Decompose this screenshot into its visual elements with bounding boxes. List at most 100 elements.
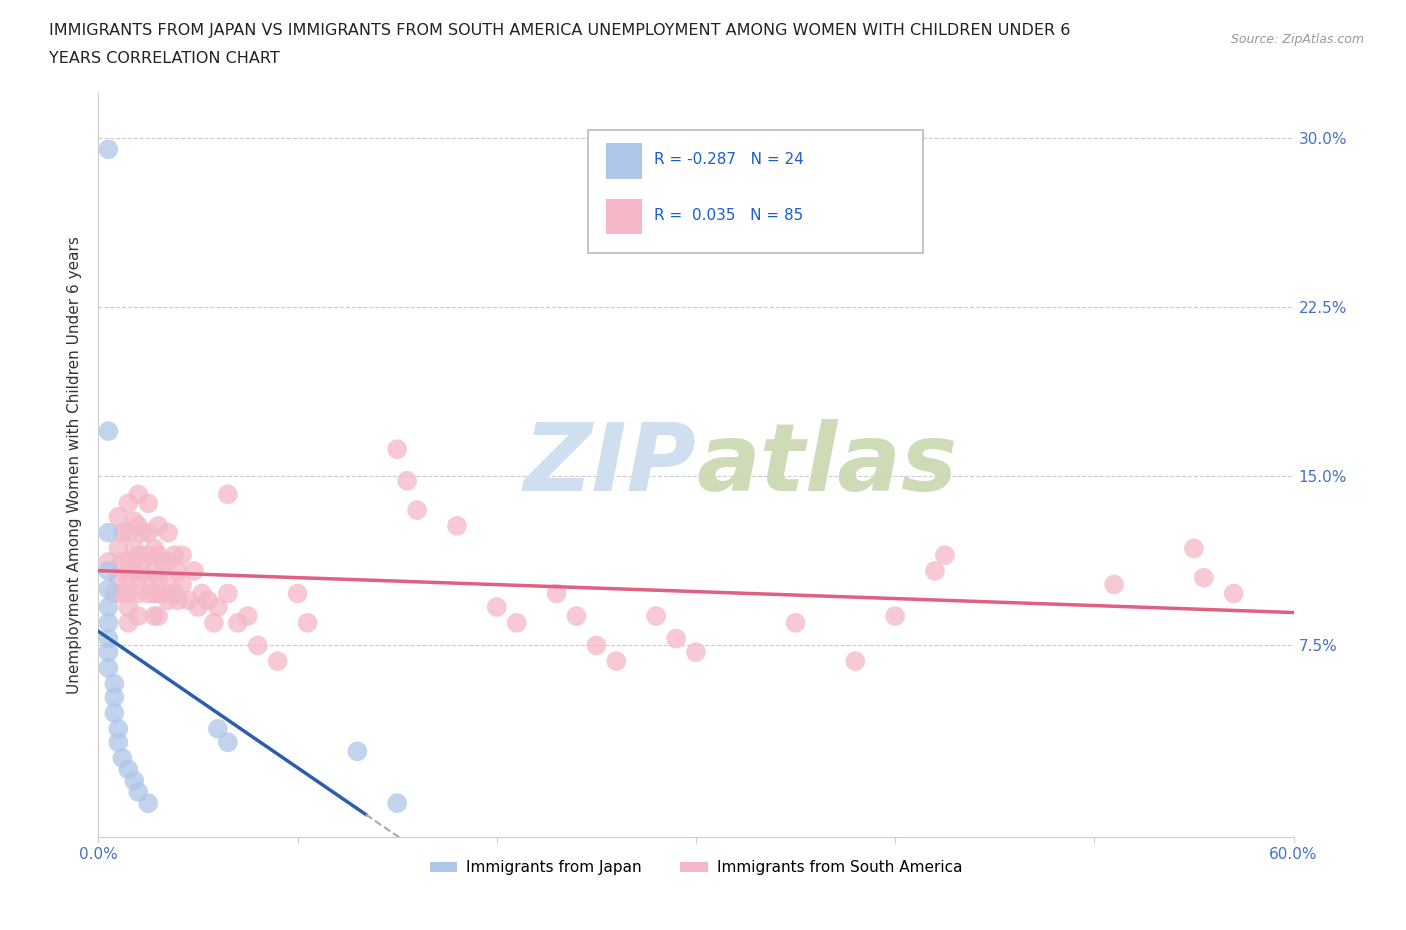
Point bbox=[124, 541, 146, 556]
Point bbox=[157, 592, 180, 607]
Text: IMMIGRANTS FROM JAPAN VS IMMIGRANTS FROM SOUTH AMERICA UNEMPLOYMENT AMONG WOMEN : IMMIGRANTS FROM JAPAN VS IMMIGRANTS FROM… bbox=[49, 23, 1070, 38]
Point bbox=[103, 706, 125, 721]
Point bbox=[267, 654, 290, 669]
Point bbox=[127, 487, 149, 502]
Point bbox=[143, 541, 166, 556]
Point bbox=[446, 518, 468, 533]
Point bbox=[97, 142, 120, 157]
Point bbox=[107, 510, 129, 525]
Point bbox=[685, 644, 707, 659]
Point bbox=[167, 592, 190, 607]
Point bbox=[136, 586, 159, 601]
Point bbox=[136, 496, 159, 511]
Point bbox=[136, 548, 159, 563]
Point bbox=[148, 548, 170, 563]
Point bbox=[136, 796, 159, 811]
Point bbox=[1223, 586, 1246, 601]
Point bbox=[117, 570, 139, 585]
Point bbox=[297, 616, 319, 631]
Point bbox=[172, 548, 194, 563]
Point bbox=[1104, 577, 1126, 591]
Point bbox=[97, 600, 120, 615]
Point bbox=[217, 586, 239, 601]
Point bbox=[107, 541, 129, 556]
Point bbox=[97, 616, 120, 631]
Point bbox=[167, 564, 190, 578]
Point bbox=[157, 525, 180, 540]
Point bbox=[346, 744, 368, 759]
Point bbox=[103, 586, 125, 601]
Point bbox=[127, 785, 149, 800]
Point bbox=[136, 570, 159, 585]
Point bbox=[103, 676, 125, 691]
Point bbox=[506, 616, 529, 631]
Point bbox=[127, 570, 149, 585]
Point bbox=[97, 631, 120, 646]
Point bbox=[207, 722, 229, 737]
Point bbox=[197, 592, 219, 607]
Point bbox=[117, 586, 139, 601]
Point bbox=[127, 548, 149, 563]
Point bbox=[150, 554, 173, 569]
Point bbox=[385, 442, 409, 457]
Point bbox=[97, 564, 120, 578]
Point bbox=[131, 554, 153, 569]
Point bbox=[884, 608, 907, 623]
Point bbox=[172, 577, 194, 591]
Point bbox=[97, 660, 120, 675]
Point bbox=[485, 600, 508, 615]
Point bbox=[111, 525, 134, 540]
Point bbox=[148, 518, 170, 533]
Point bbox=[117, 762, 139, 777]
Point bbox=[124, 564, 146, 578]
Point bbox=[97, 581, 120, 596]
Point bbox=[546, 586, 568, 601]
Point bbox=[924, 564, 946, 578]
Text: R = -0.287   N = 24: R = -0.287 N = 24 bbox=[654, 153, 804, 167]
Point bbox=[157, 577, 180, 591]
Point bbox=[191, 586, 214, 601]
Point bbox=[111, 554, 134, 569]
Point bbox=[117, 496, 139, 511]
Point bbox=[645, 608, 668, 623]
Point bbox=[136, 525, 159, 540]
Point bbox=[406, 502, 429, 517]
Point bbox=[127, 586, 149, 601]
Point bbox=[1182, 541, 1205, 556]
Point bbox=[107, 570, 129, 585]
Point bbox=[202, 616, 225, 631]
Point bbox=[163, 548, 186, 563]
Point bbox=[287, 586, 309, 601]
Point bbox=[111, 751, 134, 765]
Point bbox=[97, 644, 120, 659]
Point bbox=[97, 424, 120, 439]
Text: R =  0.035   N = 85: R = 0.035 N = 85 bbox=[654, 208, 803, 223]
Point bbox=[217, 487, 239, 502]
Point bbox=[124, 514, 146, 529]
FancyBboxPatch shape bbox=[589, 130, 922, 253]
Point bbox=[107, 735, 129, 750]
Point bbox=[148, 608, 170, 623]
Legend: Immigrants from Japan, Immigrants from South America: Immigrants from Japan, Immigrants from S… bbox=[423, 855, 969, 882]
Text: YEARS CORRELATION CHART: YEARS CORRELATION CHART bbox=[49, 51, 280, 66]
Point bbox=[396, 473, 419, 488]
Text: atlas: atlas bbox=[696, 419, 957, 511]
Point bbox=[103, 690, 125, 705]
Point bbox=[163, 586, 186, 601]
Point bbox=[177, 592, 200, 607]
Point bbox=[148, 586, 170, 601]
Point bbox=[565, 608, 588, 623]
Point bbox=[236, 608, 259, 623]
Point bbox=[844, 654, 866, 669]
Point bbox=[217, 735, 239, 750]
Bar bbox=[606, 199, 643, 234]
Point bbox=[585, 638, 607, 653]
Point bbox=[143, 564, 166, 578]
Point bbox=[97, 554, 120, 569]
Point bbox=[127, 518, 149, 533]
Point bbox=[131, 525, 153, 540]
Point bbox=[157, 554, 180, 569]
Point bbox=[1192, 570, 1215, 585]
Point bbox=[785, 616, 807, 631]
Point bbox=[117, 525, 139, 540]
